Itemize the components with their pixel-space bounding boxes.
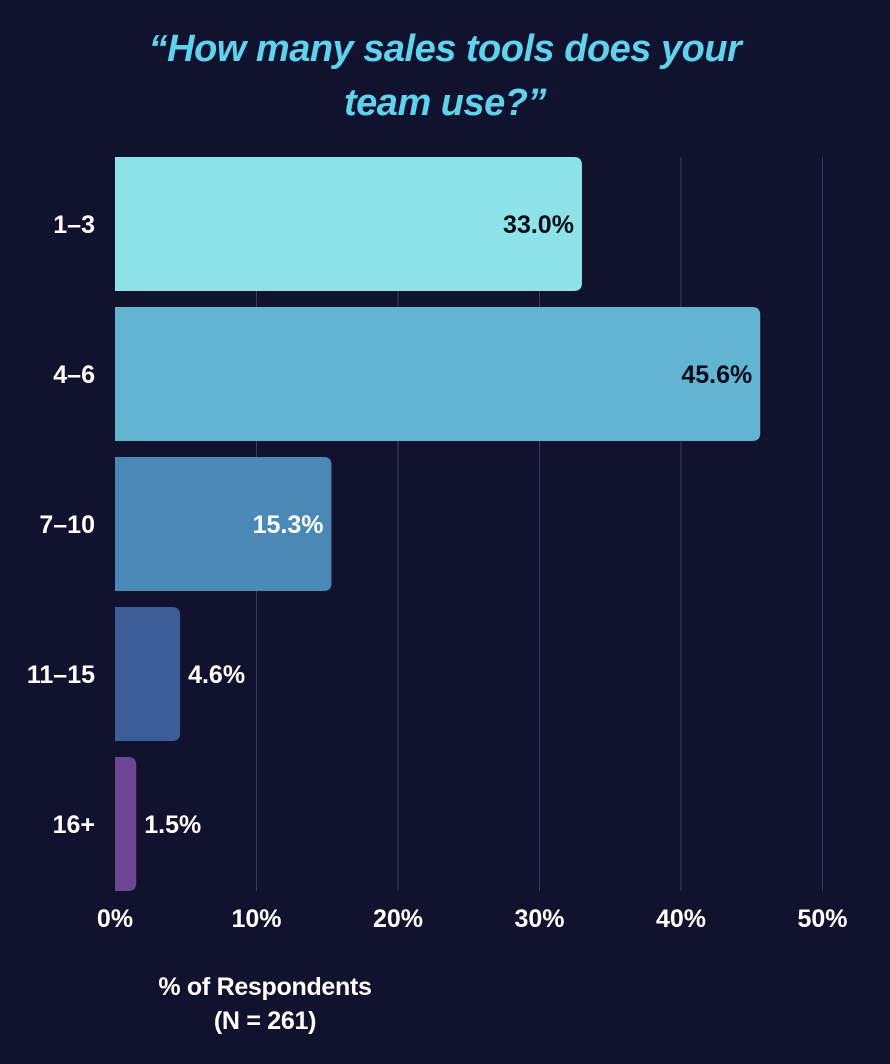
category-label-4: 16+: [53, 811, 95, 839]
chart-title-line-2: team use?”: [344, 82, 546, 124]
chart-title: “How many sales tools does your team use…: [0, 22, 890, 130]
x-tick-label-2: 20%: [373, 905, 423, 933]
data-label-2: 15.3%: [253, 511, 324, 539]
chart-title-line-1: “How many sales tools does your: [148, 28, 742, 70]
bar-0: [115, 157, 582, 291]
data-label-4: 1.5%: [144, 811, 201, 839]
data-label-0: 33.0%: [503, 211, 574, 239]
data-label-3: 4.6%: [188, 661, 245, 689]
x-tick-label-3: 30%: [514, 905, 564, 933]
category-label-3: 11–15: [27, 661, 95, 689]
x-tick-label-5: 50%: [797, 905, 847, 933]
category-label-1: 4–6: [53, 361, 95, 389]
x-tick-label-1: 10%: [231, 905, 281, 933]
category-label-0: 1–3: [53, 211, 95, 239]
x-axis-title-line-2: (N = 261): [213, 1007, 317, 1035]
data-label-1: 45.6%: [681, 361, 752, 389]
bar-2: [115, 457, 332, 591]
x-axis-title: % of Respondents (N = 261): [115, 970, 415, 1038]
bar-3: [115, 607, 181, 741]
bar-1: [115, 307, 761, 441]
x-tick-label-4: 40%: [656, 905, 706, 933]
category-label-2: 7–10: [39, 511, 95, 539]
x-axis-title-line-1: % of Respondents: [158, 973, 372, 1001]
x-tick-label-0: 0%: [97, 905, 133, 933]
bar-4: [115, 757, 137, 891]
